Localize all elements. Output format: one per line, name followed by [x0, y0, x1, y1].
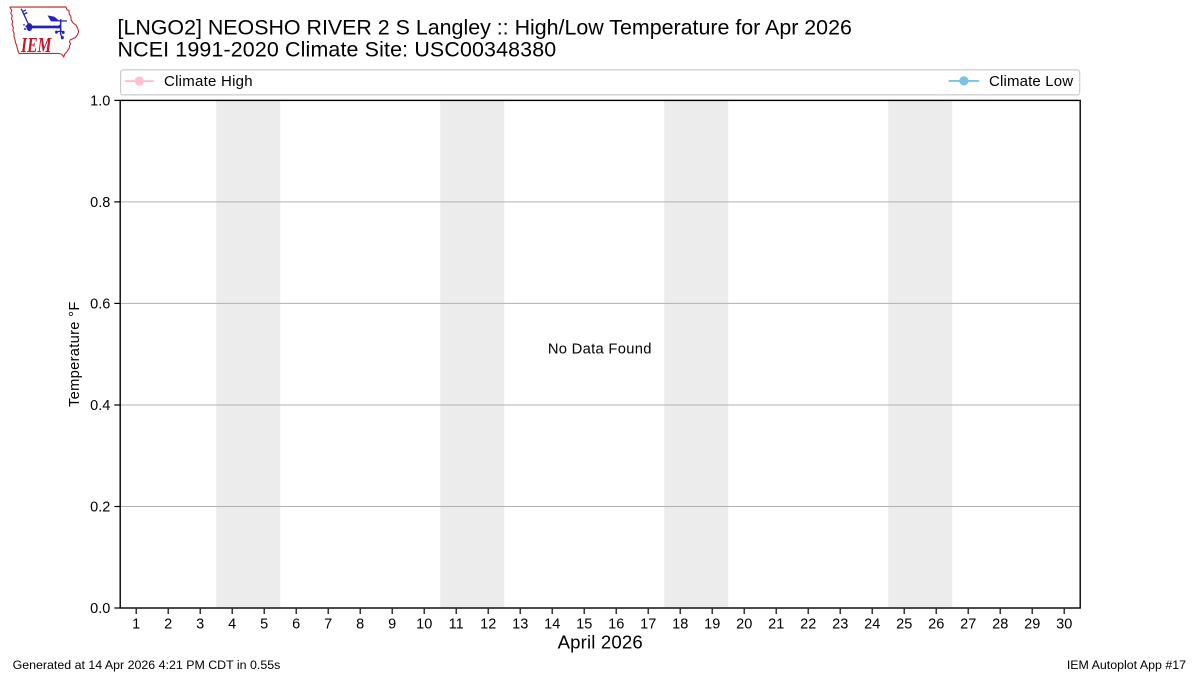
svg-text:Climate High: Climate High [164, 73, 253, 90]
svg-text:April 2026: April 2026 [558, 632, 643, 653]
svg-text:25: 25 [896, 616, 912, 632]
svg-text:1.0: 1.0 [90, 94, 110, 110]
svg-text:19: 19 [704, 616, 720, 632]
svg-text:5: 5 [260, 616, 268, 632]
svg-text:0.8: 0.8 [90, 195, 110, 211]
svg-text:0.2: 0.2 [90, 500, 110, 516]
svg-text:27: 27 [960, 616, 976, 632]
svg-text:Generated at 14 Apr 2026 4:21: Generated at 14 Apr 2026 4:21 PM CDT in … [13, 658, 281, 672]
svg-text:15: 15 [576, 616, 592, 632]
svg-text:7: 7 [324, 616, 332, 632]
svg-text:IEM: IEM [20, 33, 52, 57]
svg-text:23: 23 [832, 616, 848, 632]
svg-text:0.4: 0.4 [90, 398, 110, 414]
svg-text:29: 29 [1024, 616, 1040, 632]
svg-text:0.6: 0.6 [90, 297, 110, 313]
svg-text:4: 4 [228, 616, 236, 632]
svg-text:18: 18 [672, 616, 688, 632]
svg-text:26: 26 [928, 616, 944, 632]
svg-text:No Data Found: No Data Found [548, 342, 652, 358]
svg-text:14: 14 [544, 616, 560, 632]
svg-text:1: 1 [132, 616, 140, 632]
svg-text:13: 13 [512, 616, 528, 632]
svg-text:8: 8 [356, 616, 364, 632]
svg-text:17: 17 [640, 616, 656, 632]
svg-text:30: 30 [1056, 616, 1072, 632]
svg-text:12: 12 [480, 616, 496, 632]
svg-text:0.0: 0.0 [90, 601, 110, 617]
svg-text:Temperature °F: Temperature °F [67, 301, 83, 407]
svg-text:20: 20 [736, 616, 752, 632]
svg-text:16: 16 [608, 616, 624, 632]
svg-text:10: 10 [416, 616, 432, 632]
svg-text:NCEI 1991-2020 Climate Site: U: NCEI 1991-2020 Climate Site: USC00348380 [118, 38, 557, 62]
svg-text:Climate Low: Climate Low [989, 73, 1073, 90]
svg-text:2: 2 [164, 616, 172, 632]
svg-text:IEM Autoplot App #17: IEM Autoplot App #17 [1067, 658, 1186, 672]
svg-text:22: 22 [800, 616, 816, 632]
svg-text:28: 28 [992, 616, 1008, 632]
svg-text:9: 9 [388, 616, 396, 632]
svg-text:24: 24 [864, 616, 880, 632]
svg-text:3: 3 [196, 616, 204, 632]
svg-text:11: 11 [449, 616, 464, 632]
svg-text:6: 6 [292, 616, 300, 632]
svg-text:21: 21 [768, 616, 784, 632]
svg-text:[LNGO2] NEOSHO RIVER 2 S Langl: [LNGO2] NEOSHO RIVER 2 S Langley :: High… [118, 16, 852, 40]
